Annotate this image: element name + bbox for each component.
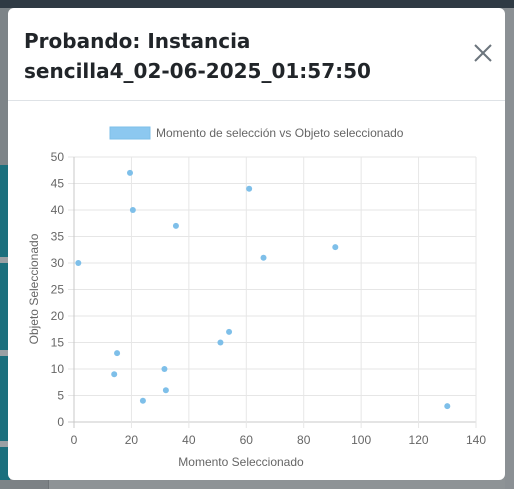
x-tick-label: 20 bbox=[125, 433, 139, 447]
x-tick-label: 80 bbox=[297, 433, 311, 447]
backdrop-right-panel bbox=[504, 8, 514, 489]
data-point[interactable] bbox=[126, 169, 133, 176]
y-tick-label: 40 bbox=[51, 203, 65, 217]
modal-title-line1: Probando: Instancia bbox=[24, 29, 251, 53]
modal-header: Probando: Instancia sencilla4_02-06-2025… bbox=[8, 8, 505, 101]
data-point[interactable] bbox=[111, 371, 118, 378]
data-point[interactable] bbox=[139, 397, 146, 404]
y-tick-label: 20 bbox=[51, 309, 65, 323]
close-button[interactable] bbox=[468, 38, 498, 68]
modal-title: Probando: Instancia sencilla4_02-06-2025… bbox=[24, 26, 444, 86]
y-tick-label: 10 bbox=[51, 362, 65, 376]
backdrop-sidebar-divider bbox=[0, 350, 10, 356]
backdrop-sidebar-divider bbox=[0, 257, 10, 263]
x-tick-label: 0 bbox=[71, 433, 78, 447]
data-points bbox=[75, 169, 451, 410]
legend-swatch bbox=[109, 126, 151, 140]
x-tick-label: 120 bbox=[409, 433, 429, 447]
x-tick-label: 140 bbox=[466, 433, 486, 447]
data-point[interactable] bbox=[217, 339, 224, 346]
y-axis-label: Objeto Seleccionado bbox=[27, 233, 41, 344]
data-point[interactable] bbox=[226, 328, 233, 335]
backdrop-content bbox=[48, 478, 505, 489]
data-point[interactable] bbox=[444, 403, 451, 410]
y-tick-label: 45 bbox=[51, 177, 65, 191]
x-tick-label: 100 bbox=[351, 433, 371, 447]
y-axis-ticks: 0 5 10 15 20 25 30 35 40 45 50 bbox=[51, 150, 65, 429]
x-tick-label: 40 bbox=[182, 433, 196, 447]
backdrop-sidebar bbox=[0, 165, 10, 480]
backdrop-sidebar-divider bbox=[0, 441, 10, 447]
data-point[interactable] bbox=[172, 222, 179, 229]
legend-label: Momento de selección vs Objeto seleccion… bbox=[156, 126, 404, 140]
chart-container: Momento de selección vs Objeto seleccion… bbox=[8, 101, 505, 480]
data-point[interactable] bbox=[246, 185, 253, 192]
data-point[interactable] bbox=[162, 387, 169, 394]
y-tick-label: 15 bbox=[51, 336, 65, 350]
y-tick-label: 30 bbox=[51, 256, 65, 270]
chart-grid bbox=[68, 156, 477, 428]
data-point[interactable] bbox=[129, 207, 136, 213]
chart-modal: Probando: Instancia sencilla4_02-06-2025… bbox=[8, 8, 505, 480]
data-point[interactable] bbox=[260, 254, 267, 261]
data-point[interactable] bbox=[332, 244, 339, 251]
x-axis-label: Momento Seleccionado bbox=[178, 455, 304, 469]
app-topbar bbox=[0, 0, 514, 8]
y-tick-label: 25 bbox=[51, 283, 65, 297]
data-point[interactable] bbox=[114, 350, 121, 357]
y-tick-label: 5 bbox=[57, 389, 64, 403]
y-tick-label: 0 bbox=[57, 415, 64, 429]
chart-legend[interactable]: Momento de selección vs Objeto seleccion… bbox=[109, 126, 404, 140]
modal-title-line2: sencilla4_02-06-2025_01:57:50 bbox=[24, 59, 371, 83]
y-tick-label: 35 bbox=[51, 230, 65, 244]
scatter-chart: Momento de selección vs Objeto seleccion… bbox=[27, 126, 487, 469]
y-tick-label: 50 bbox=[51, 150, 65, 164]
x-axis-ticks: 0 20 40 60 80 100 120 140 bbox=[71, 433, 487, 447]
data-point[interactable] bbox=[75, 260, 82, 266]
close-icon bbox=[474, 44, 492, 62]
data-point[interactable] bbox=[161, 366, 168, 372]
x-tick-label: 60 bbox=[240, 433, 254, 447]
